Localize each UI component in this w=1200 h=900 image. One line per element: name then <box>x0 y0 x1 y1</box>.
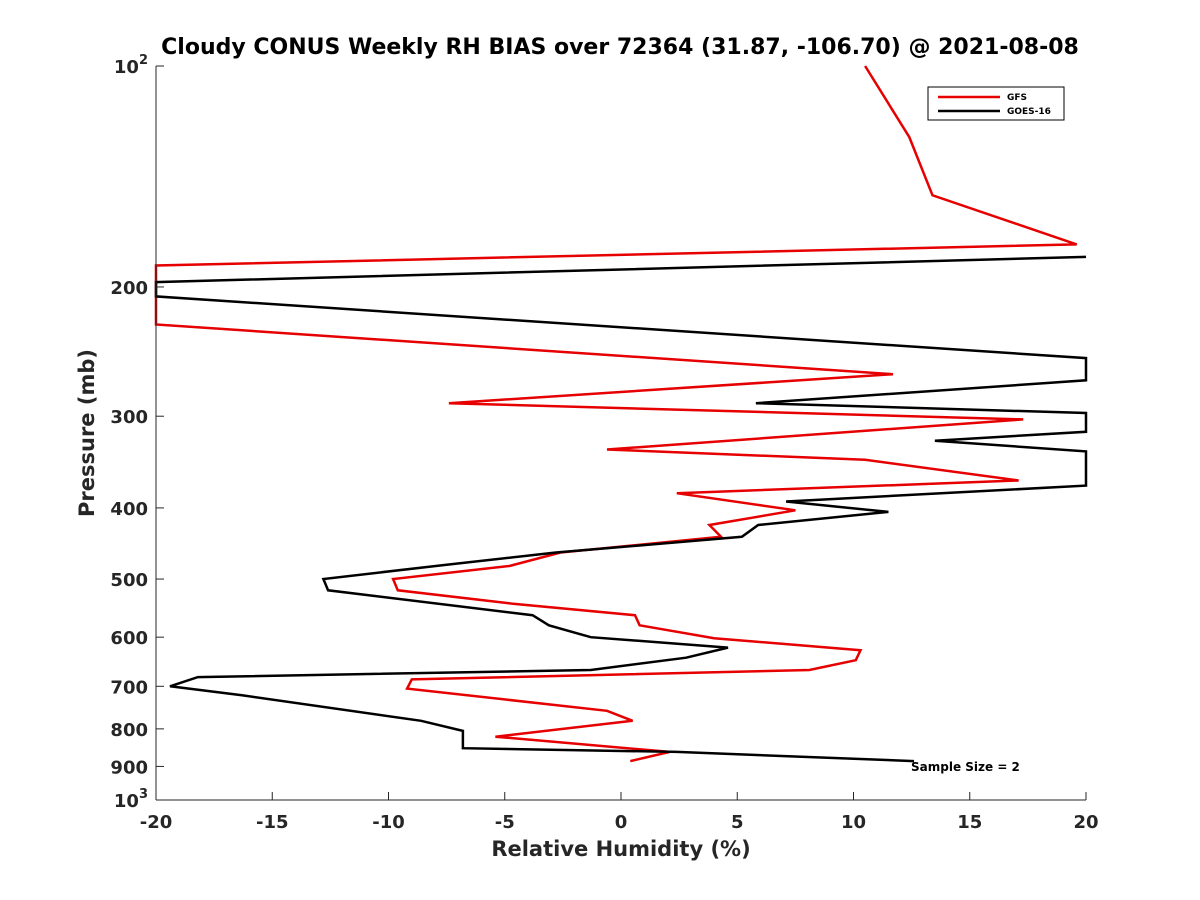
x-tick-label: 20 <box>1073 812 1098 833</box>
x-tick-label: -10 <box>372 812 405 833</box>
legend: GFS GOES-16 <box>927 86 1065 121</box>
x-axis-label: Relative Humidity (%) <box>491 837 750 861</box>
x-tick-label: 0 <box>615 812 628 833</box>
plot-background <box>156 66 1086 800</box>
y-tick-label: 400 <box>110 499 148 520</box>
x-tick-label: -15 <box>256 812 289 833</box>
series-line-gfs <box>154 65 1078 763</box>
y-tick-label: 300 <box>110 407 148 428</box>
y-ticks: 102 200 300 400 500 600 700 800 900 103 <box>110 53 164 812</box>
x-tick-label: 10 <box>841 812 866 833</box>
y-tick-label: 200 <box>110 278 148 299</box>
y-tick-label: 900 <box>110 757 148 778</box>
y-tick-label: 102 <box>114 53 148 78</box>
y-tick-label: 500 <box>110 570 148 591</box>
y-tick-label: 103 <box>114 787 148 812</box>
x-tick-label: -20 <box>140 812 173 833</box>
series-line-goes16 <box>154 255 1088 763</box>
chart-title: Cloudy CONUS Weekly RH BIAS over 72364 (… <box>161 35 1079 60</box>
legend-label-goes16: GOES-16 <box>1007 107 1051 117</box>
x-tick-label: 5 <box>731 812 744 833</box>
y-tick-label: 700 <box>110 677 148 698</box>
series-layer <box>154 65 1088 763</box>
x-tick-label: 15 <box>957 812 982 833</box>
y-tick-label: 600 <box>110 628 148 649</box>
sample-size-annotation: Sample Size = 2 <box>911 760 1020 774</box>
y-axis-label: Pressure (mb) <box>75 349 99 517</box>
y-tick-label: 800 <box>110 720 148 741</box>
x-ticks: -20 -15 -10 -5 0 5 10 15 20 <box>140 792 1099 833</box>
legend-box <box>927 86 1065 121</box>
legend-label-gfs: GFS <box>1007 93 1027 103</box>
plot-area: -20 -15 -10 -5 0 5 10 15 20 102 200 300 400 500 600 70… <box>110 53 1098 833</box>
x-tick-label: -5 <box>495 812 515 833</box>
